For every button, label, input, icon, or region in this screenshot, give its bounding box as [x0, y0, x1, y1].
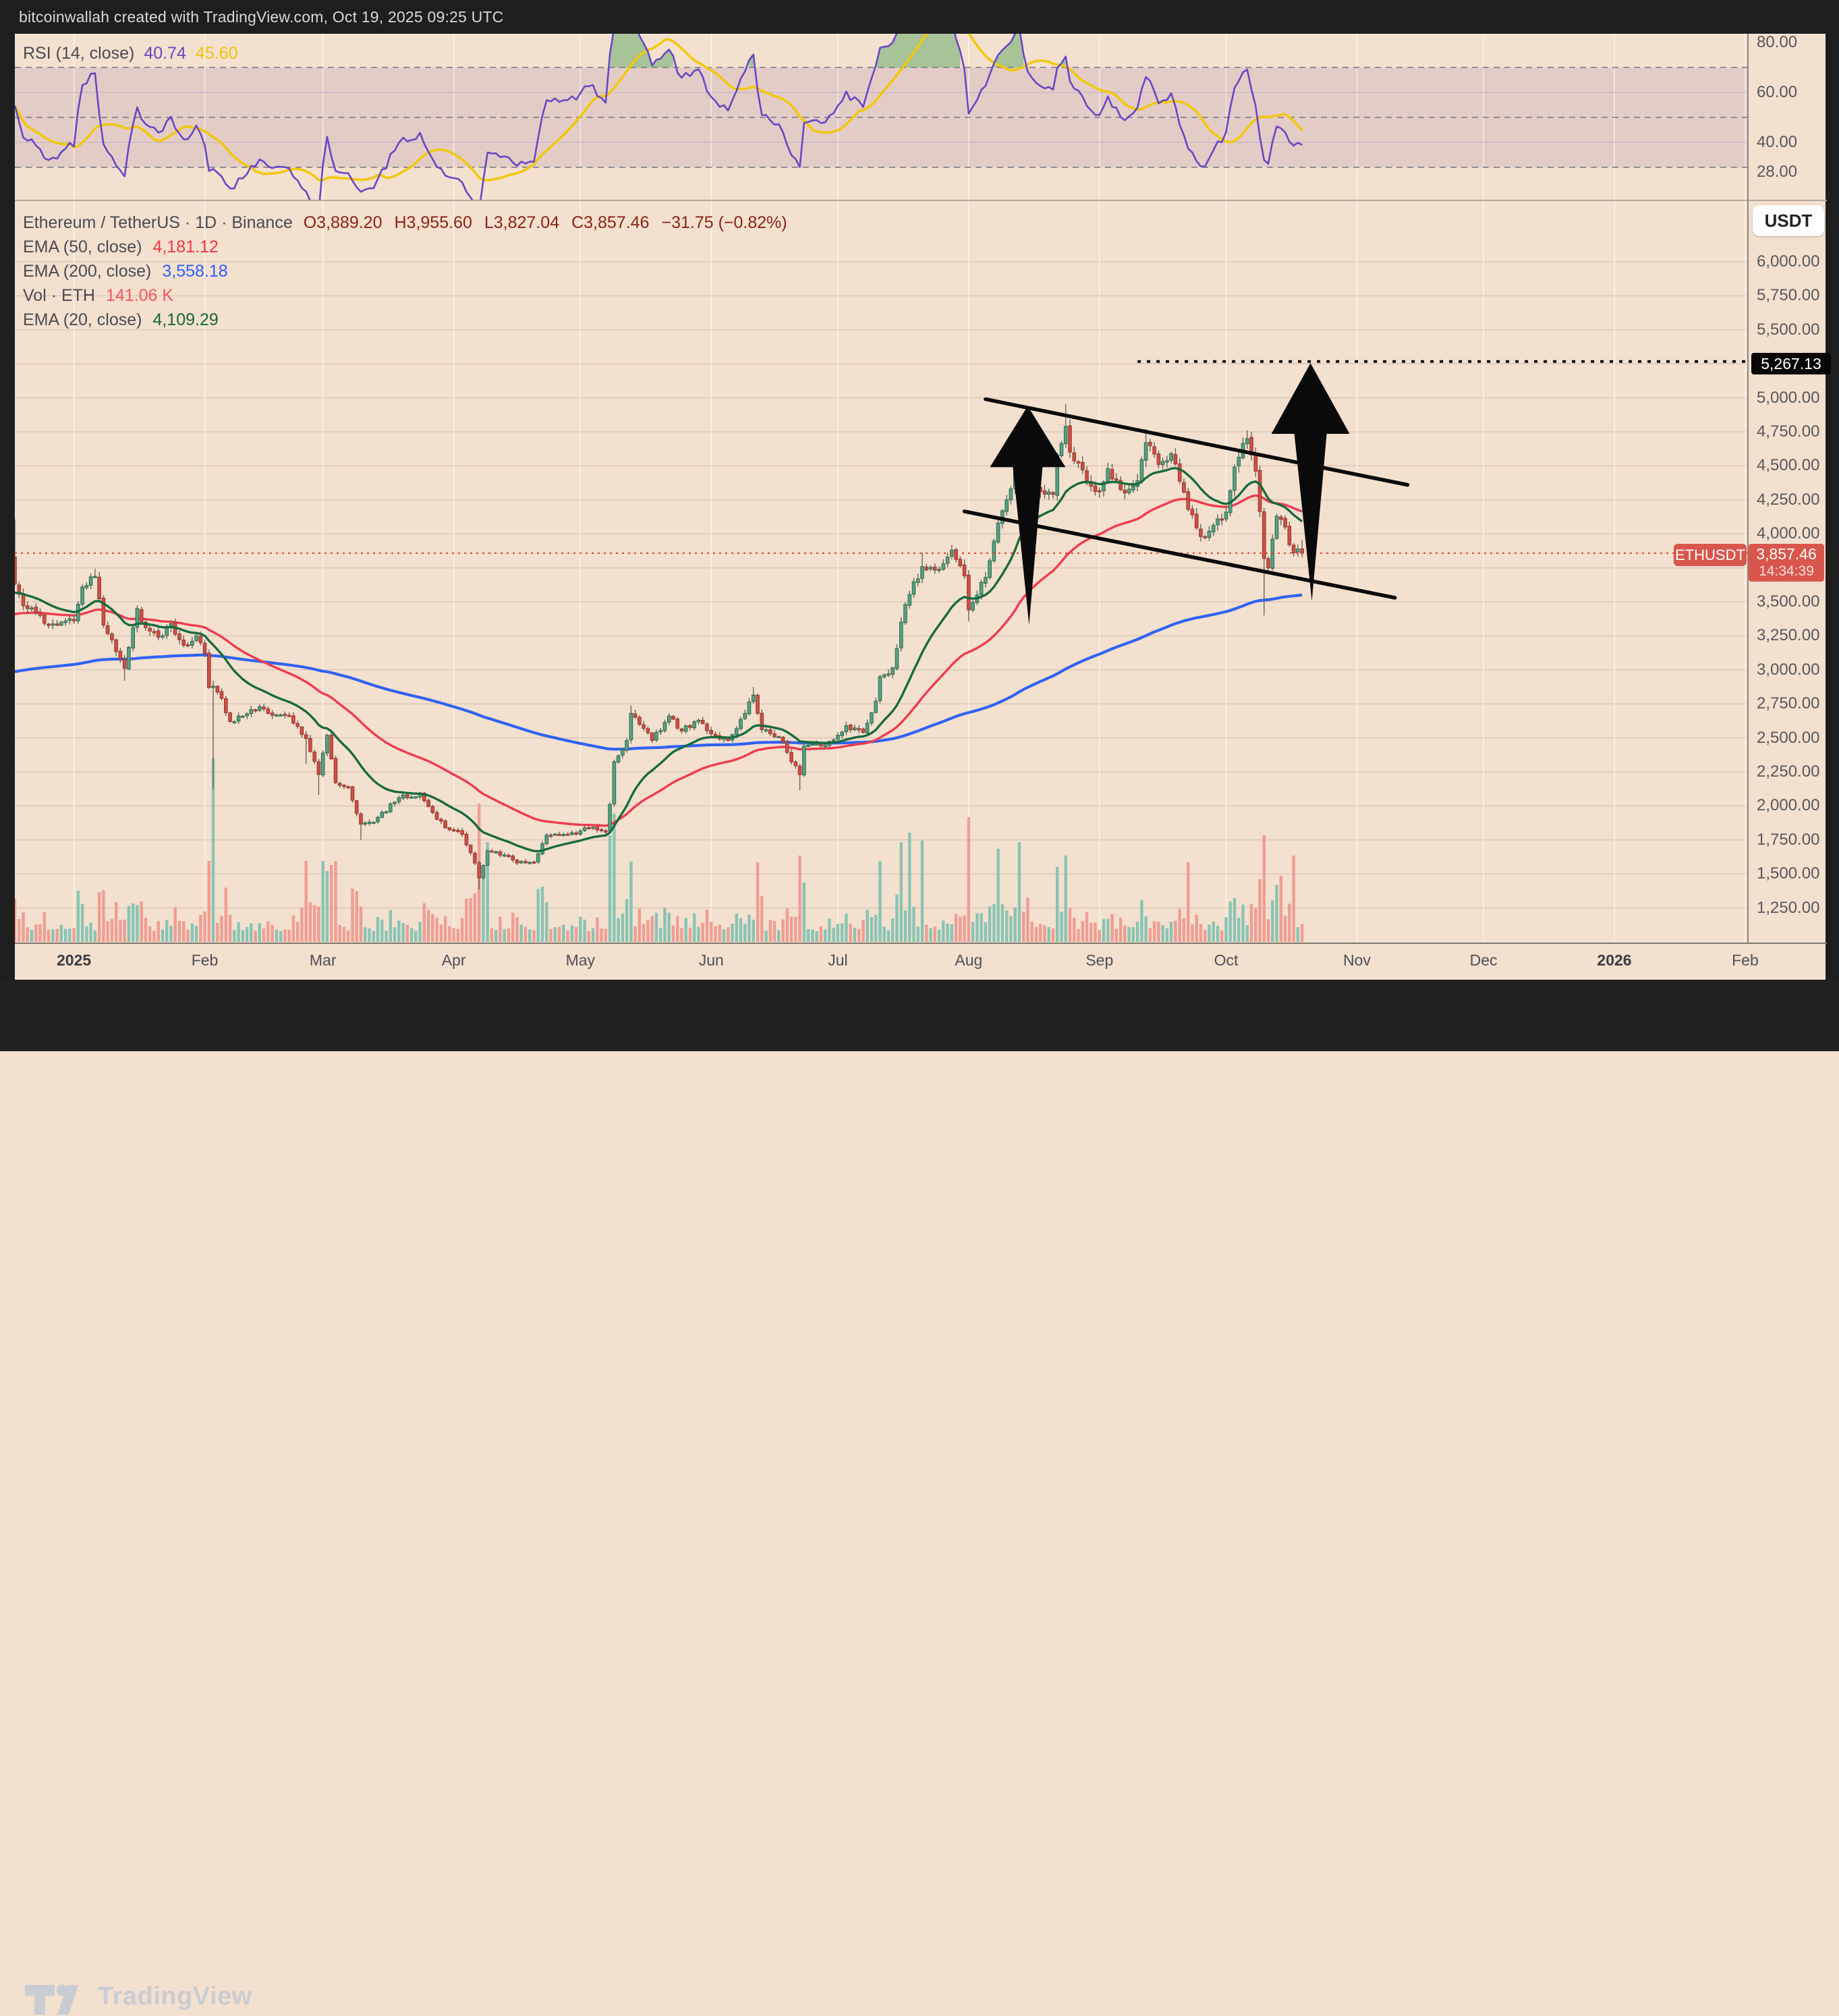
indicator-legend-rows: EMA (50, close) 4,181.12 EMA (200, close) 3…: [23, 235, 787, 332]
indicator-value: 4,181.12: [152, 237, 219, 256]
price-axis-label: 5,000.00: [1757, 388, 1820, 407]
time-axis-label: Feb: [1732, 951, 1759, 969]
chart-frame-right: [1826, 34, 1839, 980]
time-axis-border: [15, 943, 1827, 944]
rsi-value: 40.74: [144, 43, 186, 63]
ohlc-segment: C3,857.46: [571, 213, 650, 232]
tradingview-logo[interactable]: TradingView: [24, 1977, 252, 2016]
price-axis-label: 5,750.00: [1757, 286, 1820, 305]
indicator-label: EMA (50, close): [23, 237, 142, 256]
indicator-value: 4,109.29: [152, 310, 219, 329]
footer-bar: TradingView: [0, 980, 1839, 2015]
time-axis-label: 2026: [1597, 951, 1632, 969]
ohlc-segment: L3,827.04: [484, 213, 560, 232]
time-axis-label: Feb: [191, 951, 219, 969]
price-axis-label: 2,000.00: [1757, 796, 1820, 815]
rsi-legend[interactable]: RSI (14, close) 40.74 45.60: [23, 42, 237, 65]
indicator-row[interactable]: EMA (20, close) 4,109.29: [23, 308, 787, 332]
ohlc-segment: O3,889.20: [303, 213, 383, 232]
price-axis-label: 1,750.00: [1757, 830, 1820, 849]
price-axis-label: 3,000.00: [1757, 660, 1820, 679]
ohlc-segment: H3,955.60: [394, 213, 472, 232]
rsi-axis-label: 80.00: [1757, 33, 1798, 51]
price-axis-label: 1,250.00: [1757, 898, 1820, 917]
ohlc-values: O3,889.20 H3,955.60 L3,827.04 C3,857.46 −31.…: [304, 213, 787, 233]
price-axis-label: 4,000.00: [1757, 524, 1820, 543]
price-axis-label: 4,750.00: [1757, 422, 1820, 441]
indicator-label: Vol · ETH: [23, 285, 95, 305]
main-legend: Ethereum / TetherUS · 1D · Binance O3,88…: [23, 211, 787, 332]
rsi-legend-title: RSI (14, close): [23, 43, 135, 63]
indicator-row[interactable]: EMA (200, close) 3,558.18: [23, 259, 787, 283]
price-axis-label: 4,500.00: [1757, 456, 1820, 475]
rsi-axis-label: 40.00: [1757, 133, 1798, 151]
header-bar: bitcoinwallah created with TradingView.c…: [0, 0, 1839, 34]
time-axis-label: Dec: [1469, 951, 1498, 969]
time-axis-label: Aug: [955, 951, 983, 969]
last-price-value: 3,857.46: [1756, 545, 1817, 563]
rsi-ma-value: 45.60: [195, 43, 238, 63]
time-axis-label: Apr: [441, 951, 466, 969]
price-axis-border: [1747, 34, 1749, 943]
price-axis-label: 1,500.00: [1757, 864, 1820, 883]
pane-separator[interactable]: [15, 200, 1827, 201]
header-attribution: bitcoinwallah created with TradingView.c…: [19, 7, 504, 26]
last-price-label: 3,857.46 14:34:39: [1749, 544, 1824, 582]
time-axis-label: Nov: [1342, 951, 1371, 969]
symbol-title: Ethereum / TetherUS · 1D · Binance: [23, 213, 293, 232]
indicator-value: 141.06 K: [105, 285, 174, 305]
time-axis-label: Mar: [309, 951, 337, 969]
symbol-legend-row[interactable]: Ethereum / TetherUS · 1D · Binance O3,88…: [23, 211, 787, 235]
time-axis-label: May: [565, 951, 596, 969]
currency-toggle-button[interactable]: USDT: [1753, 205, 1824, 236]
indicator-label: EMA (200, close): [23, 261, 152, 281]
price-axis-label: 5,500.00: [1757, 320, 1820, 339]
price-axis-label: 2,250.00: [1757, 762, 1820, 781]
time-axis-label: Jul: [828, 951, 848, 969]
time-axis-label: Oct: [1214, 951, 1239, 969]
chart-frame-left: [0, 34, 15, 980]
target-price-label: 5,267.13: [1751, 353, 1831, 374]
price-axis-label: 3,250.00: [1757, 626, 1820, 645]
rsi-axis-label: 28.00: [1757, 163, 1798, 181]
price-axis-label: 2,750.00: [1757, 694, 1820, 713]
rsi-pane-plot[interactable]: [15, 34, 1747, 200]
tradingview-wordmark: TradingView: [98, 1982, 252, 2011]
price-axis-label: 4,250.00: [1757, 490, 1820, 509]
bar-countdown: 14:34:39: [1759, 563, 1814, 579]
indicator-label: EMA (20, close): [23, 310, 142, 329]
price-axis-label: 2,500.00: [1757, 728, 1820, 747]
indicator-row[interactable]: Vol · ETH 141.06 K: [23, 283, 787, 308]
time-axis-label: 2025: [56, 951, 92, 969]
time-axis-label: Sep: [1085, 951, 1114, 969]
time-axis-label: Jun: [698, 951, 724, 969]
price-axis-label: 6,000.00: [1757, 252, 1820, 271]
tradingview-logo-icon: [25, 1984, 78, 2015]
symbol-price-chip: ETHUSDT: [1674, 544, 1747, 566]
price-axis-label: 3,500.00: [1757, 592, 1820, 611]
ohlc-segment: −31.75 (−0.82%): [661, 213, 787, 232]
rsi-axis-label: 60.00: [1757, 83, 1798, 101]
indicator-value: 3,558.18: [162, 261, 228, 281]
indicator-row[interactable]: EMA (50, close) 4,181.12: [23, 235, 787, 259]
